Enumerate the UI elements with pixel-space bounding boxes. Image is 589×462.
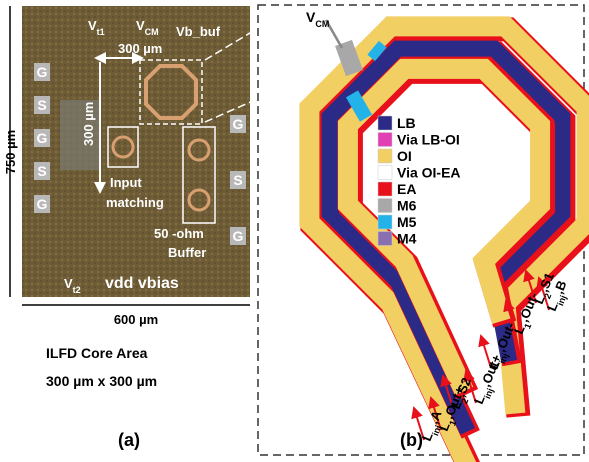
legend-label: M6: [397, 198, 417, 214]
label-base: V: [88, 18, 97, 33]
pad-label: G: [37, 64, 48, 80]
pad-label: S: [37, 97, 46, 113]
label: Vb_buf: [176, 24, 221, 39]
pad-label: G: [233, 228, 244, 244]
legend-swatch: [378, 116, 392, 130]
label-sub: t2: [73, 285, 81, 295]
dim-label: 300 µm: [81, 102, 96, 146]
legend-label: M4: [397, 231, 417, 247]
dim-label: 300 µm: [118, 41, 162, 56]
legend-label: M5: [397, 214, 417, 230]
pad-label: G: [37, 196, 48, 212]
label-suffix: ,Out+: [478, 352, 505, 389]
caption: (b): [400, 430, 423, 450]
label: Buffer: [168, 245, 206, 260]
label-sub: CM: [315, 19, 329, 29]
legend-swatch: [378, 182, 392, 196]
figure: GSGSGGSG Vt1 VCM Vb_buf 300 µm 300 µm In…: [0, 0, 589, 462]
legend-swatch: [378, 199, 392, 213]
label: matching: [106, 195, 164, 210]
label: Input: [110, 175, 142, 190]
caption: (a): [118, 430, 140, 450]
vcm-label: VCM: [306, 9, 329, 29]
label-sub: CM: [145, 27, 159, 37]
legend-label: Via OI-EA: [397, 165, 461, 181]
core-area-title: ILFD Core Area: [46, 345, 148, 361]
pad-label: S: [233, 172, 242, 188]
label: vdd vbias: [105, 275, 179, 292]
legend-swatch: [378, 215, 392, 229]
legend-label: Via LB-OI: [397, 132, 460, 148]
legend-label: LB: [397, 115, 416, 131]
pad-label: G: [233, 116, 244, 132]
pad-label: S: [37, 163, 46, 179]
pad-label: G: [37, 130, 48, 146]
legend-swatch: [378, 166, 392, 180]
legend-label: OI: [397, 148, 412, 164]
label-sub: t1: [97, 27, 105, 37]
legend-swatch: [378, 133, 392, 147]
legend-swatch: [378, 232, 392, 246]
chip-height: 750 µm: [3, 130, 18, 174]
label-base: V: [136, 18, 145, 33]
core-area-size: 300 µm x 300 µm: [46, 373, 157, 389]
chip-width: 600 µm: [114, 312, 158, 327]
legend-label: EA: [397, 181, 416, 197]
label: 50 -ohm: [154, 226, 204, 241]
legend-swatch: [378, 149, 392, 163]
label-base: V: [64, 276, 73, 291]
